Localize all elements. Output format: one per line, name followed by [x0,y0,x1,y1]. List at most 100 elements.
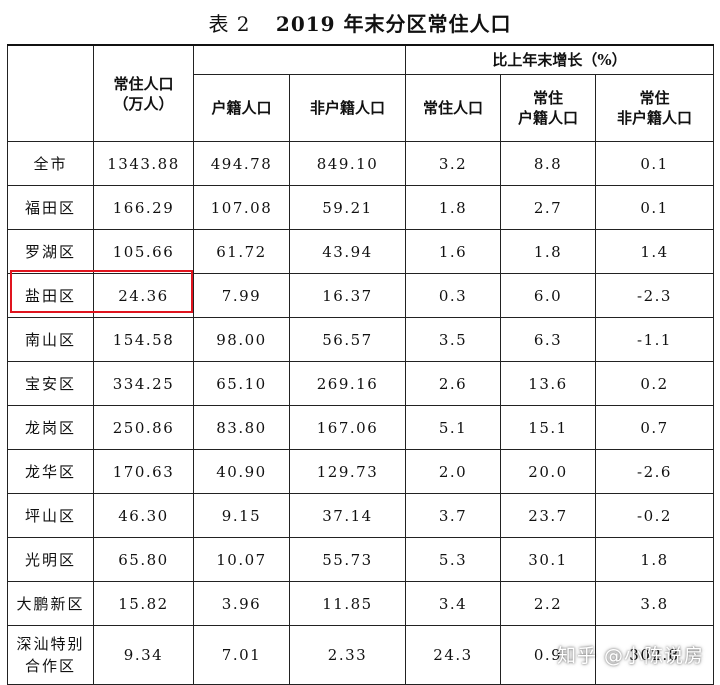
cell-g-nonregistered: -2.6 [594,449,715,494]
cell-name: 光明区 [7,537,94,582]
cell-name: 宝安区 [7,361,94,406]
cell-resident: 105.66 [93,229,194,274]
table-row: 大鹏新区 15.82 3.96 11.85 3.4 2.2 3.8 [7,581,715,626]
cell-g-registered: 6.0 [500,273,596,318]
cell-name: 南山区 [7,317,94,362]
cell-nonregistered: 849.10 [289,141,406,186]
cell-g-nonregistered: 0.2 [594,361,715,406]
watermark-text: 知乎 @小陈说房 [556,645,704,667]
cell-g-nonregistered: 0.1 [594,141,715,186]
cell-g-resident: 3.2 [405,141,501,186]
cell-resident: 166.29 [93,185,194,230]
cell-nonregistered: 59.21 [289,185,406,230]
cell-g-resident: 2.0 [405,449,501,494]
cell-resident: 1343.88 [93,141,194,186]
cell-nonregistered: 56.57 [289,317,406,362]
header-growth-nonregistered: 常住 非户籍人口 [594,74,715,142]
cell-g-registered: 8.8 [500,141,596,186]
header-growth-group: 比上年末增长（%） [404,44,715,75]
cell-registered: 7.01 [193,625,290,685]
cell-name: 坪山区 [7,493,94,538]
table-row: 南山区 154.58 98.00 56.57 3.5 6.3 -1.1 [7,317,715,362]
header-breakdown-blank [193,44,406,75]
cell-g-nonregistered: 0.7 [594,405,715,450]
cell-g-nonregistered: 302.8 [594,625,715,685]
header-district [7,44,94,142]
cell-name: 盐田区 [7,273,94,318]
cell-resident: 9.34 [93,625,194,685]
header-growth-registered: 常住 户籍人口 [500,74,596,142]
cell-resident: 65.80 [93,537,194,582]
cell-g-registered: 23.7 [500,493,596,538]
table-caption: 2019 年末分区常住人口 [275,12,512,36]
table-row: 盐田区 24.36 7.99 16.37 0.3 6.0 -2.3 [7,273,715,318]
table-title: 表 2 2019 年末分区常住人口 [0,8,720,37]
cell-name: 深汕特别 合作区 [7,625,94,685]
cell-g-resident: 2.6 [405,361,501,406]
cell-resident: 15.82 [93,581,194,626]
cell-g-nonregistered: -1.1 [594,317,715,362]
cell-registered: 10.07 [193,537,290,582]
table-row: 龙华区 170.63 40.90 129.73 2.0 20.0 -2.6 [7,449,715,494]
cell-registered: 98.00 [193,317,290,362]
population-table-container: 常住人口 （万人） 比上年末增长（%） 户籍人口 非户籍人口 常住人口 常住 户… [7,44,715,685]
cell-g-resident: 3.5 [405,317,501,362]
cell-registered: 7.99 [193,273,290,318]
cell-nonregistered: 55.73 [289,537,406,582]
cell-g-resident: 1.8 [405,185,501,230]
cell-g-resident: 0.3 [405,273,501,318]
cell-resident: 24.36 [93,273,194,318]
cell-g-nonregistered: 1.8 [594,537,715,582]
table-row: 罗湖区 105.66 61.72 43.94 1.6 1.8 1.4 [7,229,715,274]
cell-registered: 65.10 [193,361,290,406]
cell-registered: 40.90 [193,449,290,494]
table-row: 宝安区 334.25 65.10 269.16 2.6 13.6 0.2 [7,361,715,406]
cell-nonregistered: 37.14 [289,493,406,538]
cell-nonregistered: 167.06 [289,405,406,450]
cell-g-nonregistered: 0.1 [594,185,715,230]
cell-name: 罗湖区 [7,229,94,274]
header-nonregistered: 非户籍人口 [289,74,406,142]
cell-registered: 9.15 [193,493,290,538]
header-resident-population: 常住人口 （万人） [93,44,194,142]
cell-nonregistered: 43.94 [289,229,406,274]
cell-g-resident: 3.7 [405,493,501,538]
cell-name: 大鹏新区 [7,581,94,626]
cell-registered: 3.96 [193,581,290,626]
table-row: 全市 1343.88 494.78 849.10 3.2 8.8 0.1 [7,141,715,186]
cell-g-registered: 2.7 [500,185,596,230]
cell-resident: 46.30 [93,493,194,538]
cell-g-nonregistered: 1.4 [594,229,715,274]
cell-g-nonregistered: -2.3 [594,273,715,318]
cell-registered: 61.72 [193,229,290,274]
cell-name: 龙岗区 [7,405,94,450]
header-growth-resident: 常住人口 [405,74,501,142]
table-row: 坪山区 46.30 9.15 37.14 3.7 23.7 -0.2 [7,493,715,538]
cell-registered: 83.80 [193,405,290,450]
cell-nonregistered: 269.16 [289,361,406,406]
cell-g-registered: 20.0 [500,449,596,494]
cell-resident: 334.25 [93,361,194,406]
cell-nonregistered: 129.73 [289,449,406,494]
table-row: 光明区 65.80 10.07 55.73 5.3 30.1 1.8 [7,537,715,582]
table-row: 龙岗区 250.86 83.80 167.06 5.1 15.1 0.7 [7,405,715,450]
cell-nonregistered: 16.37 [289,273,406,318]
cell-g-registered: 13.6 [500,361,596,406]
table-row: 福田区 166.29 107.08 59.21 1.8 2.7 0.1 [7,185,715,230]
cell-g-nonregistered: -0.2 [594,493,715,538]
cell-g-resident: 3.4 [405,581,501,626]
cell-g-resident: 24.3 [405,625,501,685]
cell-resident: 154.58 [93,317,194,362]
cell-nonregistered: 2.33 [289,625,406,685]
cell-g-registered: 30.1 [500,537,596,582]
cell-g-resident: 5.3 [405,537,501,582]
cell-name: 福田区 [7,185,94,230]
population-table: 常住人口 （万人） 比上年末增长（%） 户籍人口 非户籍人口 常住人口 常住 户… [7,44,715,685]
cell-g-resident: 1.6 [405,229,501,274]
cell-g-registered: 1.8 [500,229,596,274]
cell-g-registered: 15.1 [500,405,596,450]
cell-g-registered: 6.3 [500,317,596,362]
cell-resident: 170.63 [93,449,194,494]
cell-g-nonregistered: 3.8 [594,581,715,626]
cell-registered: 107.08 [193,185,290,230]
